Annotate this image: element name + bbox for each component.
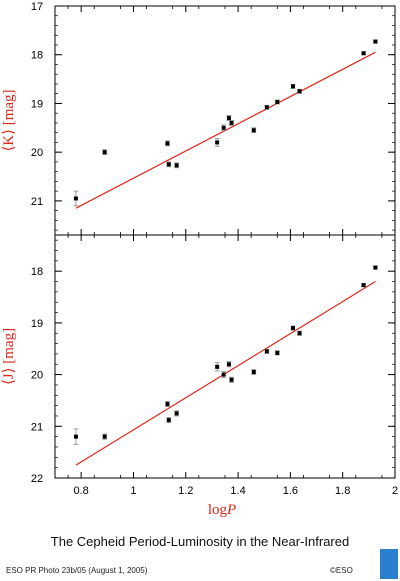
data-point [174, 411, 179, 416]
plot-frame [54, 234, 396, 479]
data-point [229, 120, 234, 125]
data-point [297, 89, 302, 94]
y-tick-label: 19 [31, 98, 43, 110]
y-tick-label: 20 [31, 370, 43, 382]
y-tick-label: 19 [31, 318, 43, 330]
data-point [291, 326, 295, 331]
data-point [174, 163, 179, 168]
data-point [73, 196, 78, 201]
y-axis-label: ⟨K⟩ [mag] [1, 89, 17, 151]
y-axis-label: ⟨J⟩ [mag] [1, 328, 17, 385]
data-point [226, 362, 231, 367]
photo-credit: ESO PR Photo 23b/05 (August 1, 2005) [6, 566, 148, 575]
y-tick-label: 22 [31, 473, 43, 485]
data-point [166, 418, 171, 423]
data-point [251, 128, 256, 133]
data-point [166, 162, 171, 167]
x-tick-label: 2 [392, 485, 398, 497]
data-point [297, 331, 302, 336]
copyright-notice: ©ESO [330, 566, 353, 575]
fit-line [75, 51, 376, 209]
data-point [221, 125, 226, 130]
data-point [264, 349, 269, 354]
y-tick-label: 18 [31, 50, 43, 62]
data-point [102, 434, 107, 439]
y-tick-label: 18 [31, 266, 43, 278]
data-point [229, 377, 234, 382]
figure-caption: The Cepheid Period-Luminosity in the Nea… [50, 534, 350, 549]
data-point [373, 39, 378, 44]
data-point [361, 283, 366, 288]
x-axis-label: logP [208, 502, 236, 518]
panel-k-band: 17 18 19 20 21 ⟨K⟩ [mag] [1, 1, 396, 236]
data-point [165, 141, 170, 146]
y-tick-label: 20 [31, 147, 43, 159]
data-point [215, 140, 220, 145]
data-point [215, 364, 220, 369]
x-tick-label: 1.4 [230, 485, 245, 497]
data-point [264, 105, 269, 110]
x-tick-label: 1.6 [283, 485, 298, 497]
y-tick-label: 21 [31, 421, 43, 433]
data-point [275, 350, 280, 355]
data-point [221, 372, 226, 377]
y-tick-label: 17 [31, 1, 43, 13]
data-point [73, 434, 78, 439]
data-point [373, 265, 378, 270]
x-tick-label: 1.8 [335, 485, 350, 497]
data-point [226, 116, 231, 121]
panel-j-band: 0.8 1 1.2 1.4 1.6 1.8 2 18 19 20 21 22 ⟨J⟩ [mag] logP [1, 234, 398, 518]
x-tick-label: 0.8 [74, 485, 89, 497]
x-tick-label: 1.2 [178, 485, 193, 497]
y-tick-label: 21 [31, 196, 43, 208]
data-point [275, 99, 280, 104]
data-point [291, 84, 295, 89]
data-point [361, 51, 366, 56]
data-point [251, 370, 256, 375]
data-point [102, 150, 107, 155]
eso-logo [380, 549, 398, 579]
x-tick-label: 1 [130, 485, 136, 497]
data-point [165, 402, 170, 407]
plot-frame [54, 5, 396, 236]
